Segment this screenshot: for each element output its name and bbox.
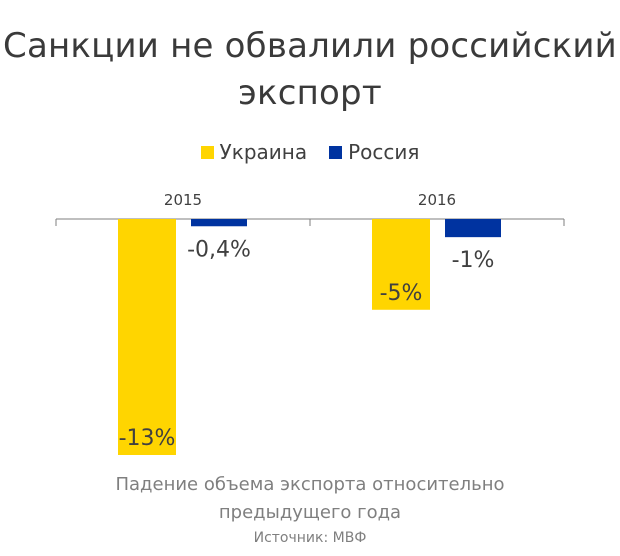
legend-label-russia: Россия: [348, 140, 420, 164]
bar-russia-2015: [191, 219, 247, 227]
chart-title-line-2: экспорт: [238, 73, 382, 113]
legend-label-ukraine: Украина: [219, 140, 308, 164]
bar-ukraine-2016: [372, 219, 430, 310]
caption-line-1: Падение объема экспорта относительно: [115, 474, 505, 495]
data-label-ukraine-2016: -5%: [380, 281, 423, 306]
data-label-russia-2016: -1%: [452, 248, 495, 273]
data-label-russia-2015: -0,4%: [187, 237, 251, 262]
chart-title-line-1: Санкции не обвалили российский: [3, 26, 617, 66]
legend-swatch-ukraine: [200, 145, 214, 159]
legend-item-ukraine: Украина: [200, 140, 308, 164]
category-label-2016: 2016: [418, 191, 456, 209]
data-label-ukraine-2015: -13%: [119, 426, 176, 451]
bar-ukraine-2015: [118, 219, 176, 455]
legend: Украина Россия: [0, 140, 620, 164]
caption-line-2: предыдущего года: [218, 502, 402, 523]
source-note: Источник: МВФ: [253, 530, 367, 546]
bar-russia-2016: [445, 219, 501, 238]
category-label-2015: 2015: [164, 191, 202, 209]
legend-item-russia: Россия: [329, 140, 419, 164]
legend-swatch-russia: [329, 145, 343, 159]
